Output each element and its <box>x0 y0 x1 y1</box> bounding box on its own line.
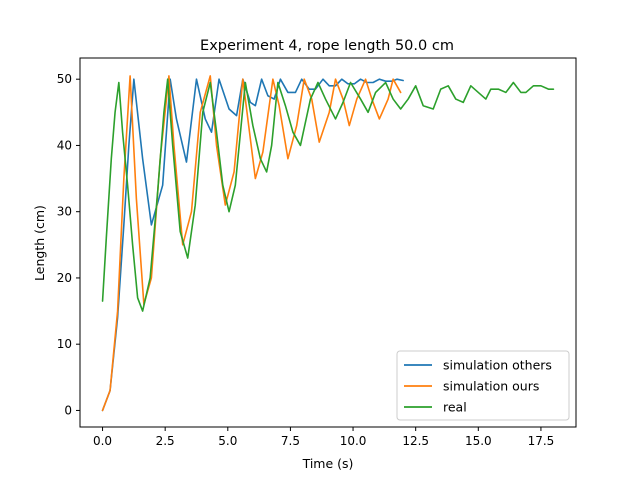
series-line-simulation-ours <box>101 75 402 412</box>
y-axis-ticks: 0 10 20 30 40 50 <box>57 72 80 417</box>
axes-frame <box>79 57 577 428</box>
x-tick-label: 5.0 <box>218 434 237 448</box>
x-tick-label: 0.0 <box>93 434 112 448</box>
x-axis-label: Time (s) <box>302 456 354 471</box>
x-tick-label: 17.5 <box>528 434 555 448</box>
legend: simulation others simulation ours real <box>396 350 570 421</box>
legend-label: real <box>443 400 467 415</box>
series-layer <box>101 75 555 412</box>
legend-label: simulation ours <box>443 379 539 394</box>
plot-area: 0.0 2.5 5.0 7.5 10.0 12.5 15.0 17.5 0 10 20 30 40 50 <box>57 57 577 448</box>
series-line-real <box>101 78 555 312</box>
x-tick-label: 15.0 <box>465 434 492 448</box>
y-axis-label: Length (cm) <box>32 205 47 281</box>
x-tick-label: 10.0 <box>340 434 367 448</box>
x-tick-label: 12.5 <box>402 434 429 448</box>
y-tick-label: 50 <box>57 72 72 86</box>
y-tick-label: 0 <box>64 403 72 417</box>
chart-title: Experiment 4, rope length 50.0 cm <box>200 38 454 54</box>
y-tick-label: 10 <box>57 337 72 351</box>
y-tick-label: 40 <box>57 138 72 152</box>
x-axis-ticks: 0.0 2.5 5.0 7.5 10.0 12.5 15.0 17.5 <box>93 427 554 448</box>
y-tick-label: 30 <box>57 205 72 219</box>
series-line-simulation-others <box>101 78 404 412</box>
y-tick-label: 20 <box>57 271 72 285</box>
legend-label: simulation others <box>443 358 552 373</box>
x-tick-label: 2.5 <box>156 434 175 448</box>
legend-box <box>396 350 570 421</box>
x-tick-label: 7.5 <box>281 434 300 448</box>
